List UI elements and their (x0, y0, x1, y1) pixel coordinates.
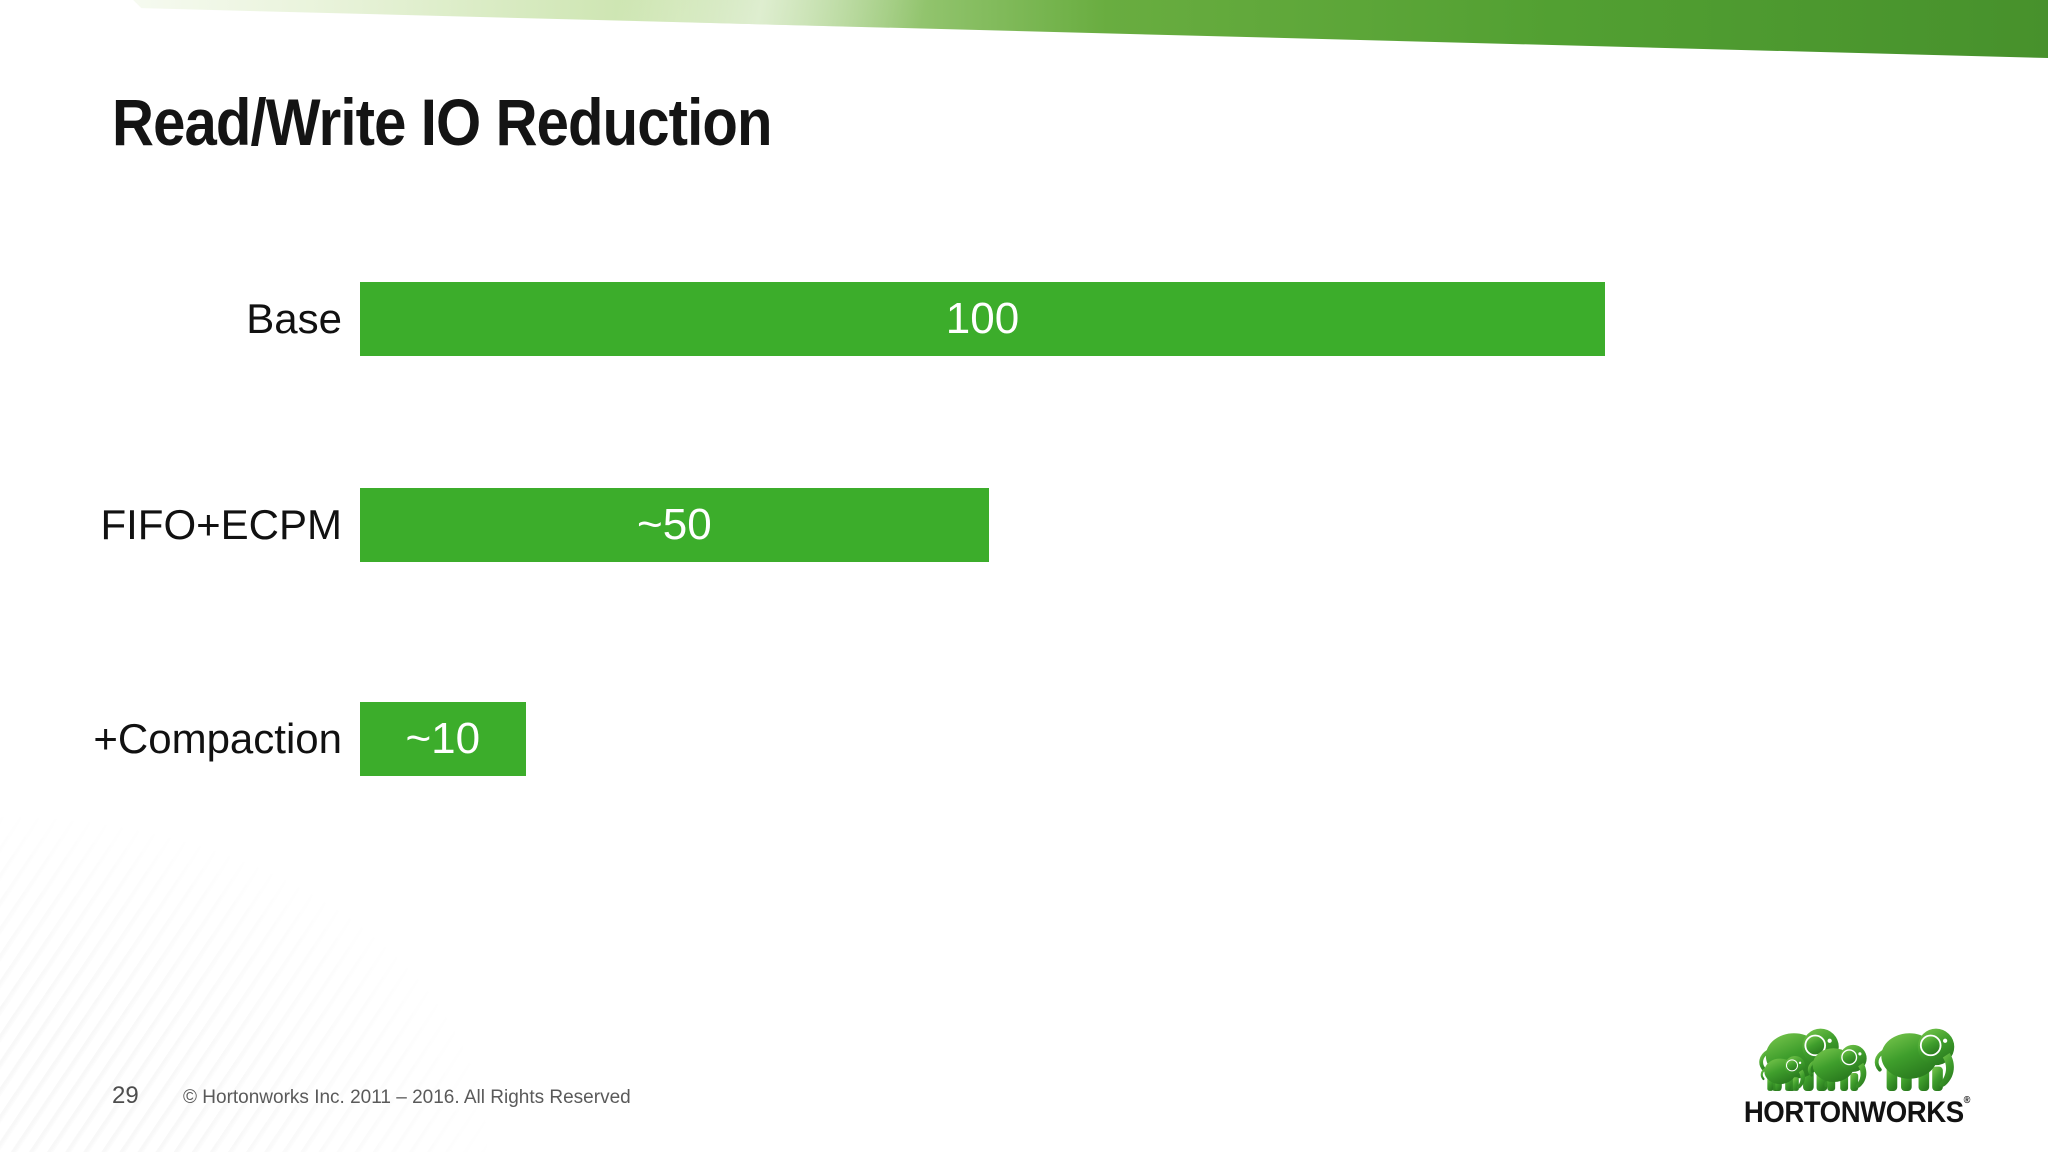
bar: ~10 (360, 702, 526, 776)
hortonworks-wordmark: HORTONWORKS® (1743, 1095, 1971, 1130)
brand-text: HORTONWORKS (1743, 1096, 1964, 1129)
page-title: Read/Write IO Reduction (112, 85, 772, 159)
bar-category-label: Base (246, 295, 342, 342)
bar-category-label: FIFO+ECPM (100, 501, 342, 548)
elephant-large-icon (1874, 1026, 1955, 1093)
bar-value-label: ~50 (637, 500, 712, 549)
registered-trademark-mark: ® (1963, 1095, 1971, 1106)
bar: 100 (360, 282, 1605, 356)
chart-row: +Compaction ~10 (0, 702, 526, 776)
chart-row: FIFO+ECPM ~50 (0, 488, 989, 562)
bar-category-label: +Compaction (93, 715, 342, 762)
bar: ~50 (360, 488, 989, 562)
slide-page-number: 29 (112, 1082, 139, 1109)
bar-value-label: ~10 (405, 714, 481, 763)
corner-texture-decoration (0, 712, 640, 1152)
hortonworks-logo: HORTONWORKS® (1742, 1018, 1972, 1130)
elephants-icon (1759, 1026, 1955, 1093)
bar-value-label: 100 (945, 294, 1020, 343)
copyright-notice: © Hortonworks Inc. 2011 – 2016. All Righ… (183, 1087, 631, 1108)
chart-row: Base 100 (0, 282, 1605, 356)
